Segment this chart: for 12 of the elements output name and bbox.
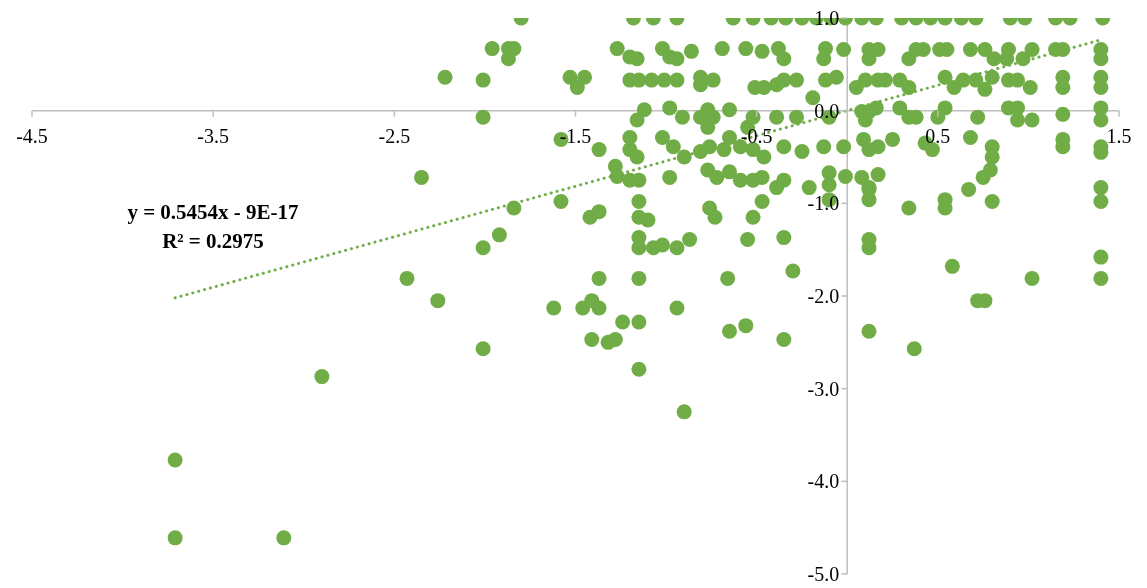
y-tick-label: -2.0 bbox=[807, 285, 840, 307]
y-tick-label: -1.0 bbox=[807, 192, 840, 215]
y-tick-label: -4.0 bbox=[807, 470, 840, 493]
x-tick-label: -4.5 bbox=[16, 124, 48, 147]
x-tick-label: -2.5 bbox=[378, 124, 411, 147]
x-tick-label: 0.5 bbox=[925, 124, 951, 147]
y-tick-label: -5.0 bbox=[807, 563, 840, 585]
x-tick-label: -3.5 bbox=[197, 124, 229, 147]
x-tick-label: 1.5 bbox=[1106, 124, 1132, 147]
annotation: R² = 0.2975 bbox=[161, 228, 265, 255]
y-tick-label: -3.0 bbox=[807, 377, 840, 400]
annotation: y = 0.5454x - 9E-17 bbox=[126, 199, 300, 226]
